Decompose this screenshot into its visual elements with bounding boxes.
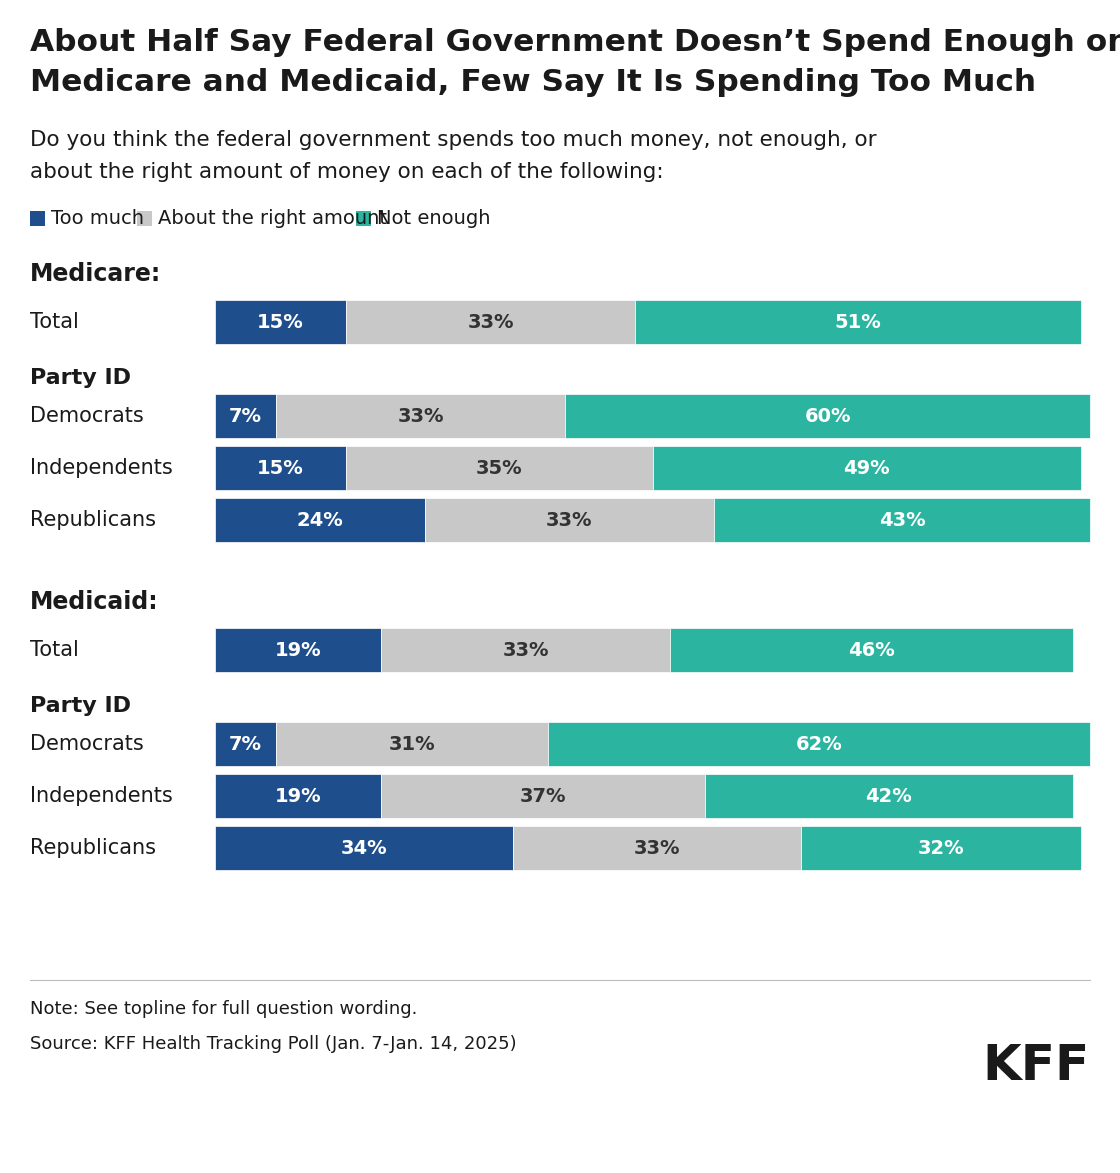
Bar [215, 774, 381, 818]
Text: 32%: 32% [918, 839, 964, 857]
Bar [215, 300, 346, 344]
Bar [564, 394, 1090, 438]
Bar [381, 774, 704, 818]
Text: 62%: 62% [795, 734, 842, 753]
Text: Too much: Too much [52, 209, 144, 228]
Bar [424, 499, 713, 542]
Bar [215, 628, 381, 672]
Text: 7%: 7% [230, 407, 262, 426]
Text: 33%: 33% [398, 407, 444, 426]
Text: Source: KFF Health Tracking Poll (Jan. 7-Jan. 14, 2025): Source: KFF Health Tracking Poll (Jan. 7… [30, 1035, 516, 1053]
Text: 43%: 43% [878, 510, 925, 529]
Text: Independents: Independents [30, 786, 172, 806]
Text: Party ID: Party ID [30, 696, 131, 716]
Bar [635, 300, 1081, 344]
Bar [137, 210, 152, 225]
Text: 15%: 15% [258, 312, 304, 332]
Bar [381, 628, 670, 672]
Bar [277, 723, 548, 766]
Bar [713, 499, 1090, 542]
Bar [215, 446, 346, 490]
Text: 33%: 33% [547, 510, 592, 529]
Text: Party ID: Party ID [30, 368, 131, 388]
Text: Total: Total [30, 640, 78, 660]
Text: Medicare:: Medicare: [30, 262, 161, 286]
Text: 49%: 49% [843, 459, 890, 477]
Text: Medicaid:: Medicaid: [30, 590, 159, 613]
Bar [801, 826, 1081, 870]
Text: 34%: 34% [340, 839, 388, 857]
Bar [548, 723, 1090, 766]
Bar [346, 300, 635, 344]
Text: Republicans: Republicans [30, 510, 156, 530]
Text: Independents: Independents [30, 457, 172, 479]
Bar [215, 394, 277, 438]
Text: 15%: 15% [258, 459, 304, 477]
Bar [215, 826, 513, 870]
Bar [277, 394, 564, 438]
Text: 7%: 7% [230, 734, 262, 753]
Text: 19%: 19% [274, 640, 321, 659]
Text: About the right amount: About the right amount [158, 209, 388, 228]
Text: 42%: 42% [866, 787, 912, 806]
Text: 33%: 33% [634, 839, 680, 857]
Text: 19%: 19% [274, 787, 321, 806]
Text: Democrats: Democrats [30, 406, 143, 426]
Text: Democrats: Democrats [30, 734, 143, 754]
Bar [670, 628, 1073, 672]
Text: 24%: 24% [297, 510, 344, 529]
Text: 37%: 37% [520, 787, 567, 806]
Bar [346, 446, 653, 490]
Text: 33%: 33% [467, 312, 514, 332]
Bar [653, 446, 1081, 490]
Text: Not enough: Not enough [377, 209, 491, 228]
Text: Republicans: Republicans [30, 838, 156, 857]
Bar [215, 723, 277, 766]
Text: Total: Total [30, 312, 78, 332]
Text: About Half Say Federal Government Doesn’t Spend Enough on: About Half Say Federal Government Doesn’… [30, 28, 1120, 57]
Text: 31%: 31% [389, 734, 436, 753]
Text: about the right amount of money on each of the following:: about the right amount of money on each … [30, 162, 664, 182]
Bar [704, 774, 1073, 818]
Bar [215, 499, 424, 542]
Text: Note: See topline for full question wording.: Note: See topline for full question word… [30, 1001, 418, 1018]
Text: 46%: 46% [848, 640, 895, 659]
Text: 33%: 33% [503, 640, 549, 659]
Text: 51%: 51% [834, 312, 881, 332]
Text: Medicare and Medicaid, Few Say It Is Spending Too Much: Medicare and Medicaid, Few Say It Is Spe… [30, 68, 1036, 97]
Bar [356, 210, 371, 225]
Text: 35%: 35% [476, 459, 523, 477]
Text: 60%: 60% [804, 407, 851, 426]
Text: KFF: KFF [982, 1042, 1090, 1090]
Bar [30, 210, 45, 225]
Text: Do you think the federal government spends too much money, not enough, or: Do you think the federal government spen… [30, 130, 877, 150]
Bar [513, 826, 801, 870]
